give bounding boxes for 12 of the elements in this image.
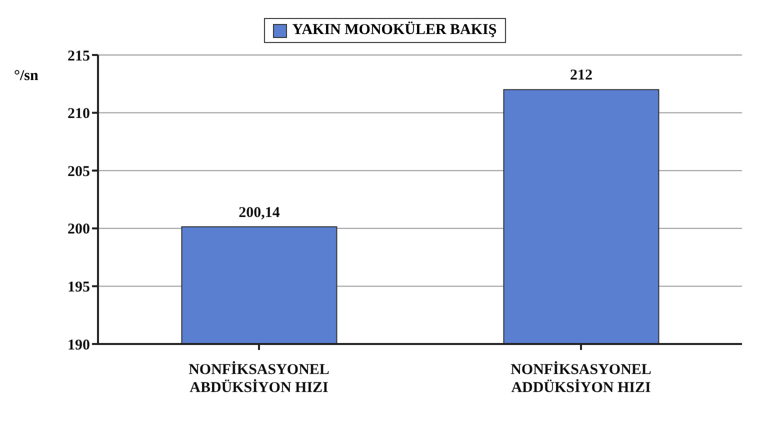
x-tick-label: NONFİKSASYONEL ABDÜKSİYON HIZI bbox=[188, 361, 330, 396]
y-tick-label: 210 bbox=[68, 106, 90, 122]
y-tick-label: 195 bbox=[68, 280, 90, 296]
y-axis-title: °/sn bbox=[14, 68, 38, 85]
legend-label: YAKIN MONOKÜLER BAKIŞ bbox=[291, 22, 497, 39]
data-label: 200,14 bbox=[238, 204, 280, 221]
y-tick-label: 215 bbox=[68, 48, 90, 64]
data-label: 212 bbox=[570, 68, 592, 84]
y-tick-label: 200 bbox=[68, 222, 90, 238]
y-tick-label: 190 bbox=[68, 337, 90, 354]
x-tick-label: NONFİKSASYONEL ADDÜKSİYON HIZI bbox=[510, 361, 652, 396]
y-tick-label: 205 bbox=[68, 164, 90, 180]
